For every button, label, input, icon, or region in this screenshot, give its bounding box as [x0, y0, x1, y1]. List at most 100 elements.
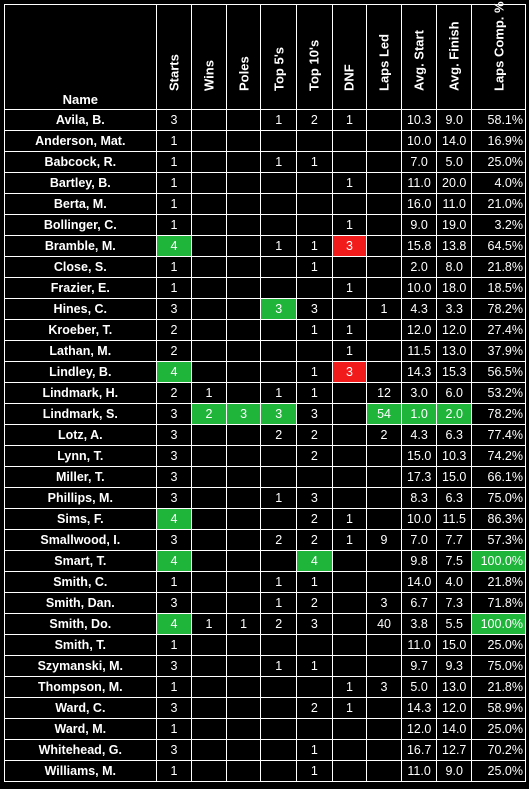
stat-cell	[260, 214, 298, 236]
header-label: Laps Comp. %	[491, 1, 506, 91]
header-top5: Top 5's	[260, 4, 298, 110]
stat-cell: 53.2%	[471, 382, 526, 404]
table-row: Close, S. 1 1 2.0 8.0 21.8%	[4, 256, 526, 278]
stat-cell: 1	[260, 235, 298, 257]
stat-cell: 3	[155, 466, 193, 488]
stat-cell: 1	[155, 193, 193, 215]
stat-cell	[225, 739, 262, 761]
stat-cell: 2	[296, 109, 333, 131]
stat-cell: 1	[296, 382, 333, 404]
stat-cell: 2	[296, 592, 333, 614]
stat-cell	[191, 424, 227, 446]
stat-cell	[260, 130, 298, 152]
stat-cell: 4	[155, 235, 193, 257]
table-row: Berta, M. 1 16.0 11.0 21.0%	[4, 193, 526, 215]
header-label: Top 10's	[306, 39, 322, 91]
stat-cell	[225, 172, 262, 194]
stat-cell	[331, 487, 368, 509]
stat-cell: 2	[260, 613, 298, 635]
stat-cell: 9.8	[400, 550, 438, 572]
header-wins: Wins	[191, 4, 227, 110]
stat-cell: 1	[260, 487, 298, 509]
driver-name: Avila, B.	[4, 109, 157, 131]
table-row: Frazier, E. 1 1 10.0 18.0 18.5%	[4, 277, 526, 299]
stat-cell	[260, 550, 298, 572]
stat-cell	[366, 130, 402, 152]
stat-cell: 7.0	[400, 529, 438, 551]
stat-cell	[331, 613, 368, 635]
stat-cell: 9.3	[436, 655, 473, 677]
stat-cell	[225, 697, 262, 719]
stat-cell: 3	[366, 592, 402, 614]
table-row: Lathan, M. 2 1 11.5 13.0 37.9%	[4, 340, 526, 362]
stat-cell	[191, 676, 227, 698]
stat-cell: 11.0	[400, 634, 438, 656]
stat-cell	[191, 634, 227, 656]
header-name: Name	[4, 4, 157, 110]
stat-cell	[191, 529, 227, 551]
stat-cell	[225, 718, 262, 740]
table-row: Ward, C. 3 2 1 14.3 12.0 58.9%	[4, 697, 526, 719]
stat-cell	[225, 151, 262, 173]
stat-cell	[260, 256, 298, 278]
stat-cell: 6.7	[400, 592, 438, 614]
stat-cell: 1	[331, 676, 368, 698]
stat-cell	[366, 319, 402, 341]
stat-cell	[225, 424, 262, 446]
stat-cell	[366, 214, 402, 236]
stat-cell: 1	[331, 697, 368, 719]
stat-cell: 9.0	[436, 760, 473, 782]
driver-name: Berta, M.	[4, 193, 157, 215]
stat-cell: 2	[191, 403, 227, 425]
stat-cell: 12.0	[436, 319, 473, 341]
header-label: Avg. Start	[411, 30, 427, 91]
stat-cell: 3.3	[436, 298, 473, 320]
stat-cell	[260, 172, 298, 194]
stat-cell	[366, 235, 402, 257]
stat-cell: 77.4%	[471, 424, 526, 446]
table-row: Lindley, B. 4 1 3 14.3 15.3 56.5%	[4, 361, 526, 383]
stat-cell: 78.2%	[471, 403, 526, 425]
stat-cell: 4	[155, 361, 193, 383]
table-row: Bollinger, C. 1 1 9.0 19.0 3.2%	[4, 214, 526, 236]
stat-cell	[366, 487, 402, 509]
stat-cell	[331, 130, 368, 152]
stat-cell	[296, 214, 333, 236]
table-row: Lynn, T. 3 2 15.0 10.3 74.2%	[4, 445, 526, 467]
stat-cell: 8.0	[436, 256, 473, 278]
stat-cell	[225, 529, 262, 551]
header-label: Avg. Finish	[446, 21, 462, 91]
driver-name: Lindmark, H.	[4, 382, 157, 404]
table-row: Babcock, R. 1 1 1 7.0 5.0 25.0%	[4, 151, 526, 173]
stat-cell	[366, 445, 402, 467]
driver-name: Frazier, E.	[4, 277, 157, 299]
stat-cell: 4	[155, 613, 193, 635]
table-row: Smallwood, I. 3 2 2 1 9 7.0 7.7 57.3%	[4, 529, 526, 551]
stat-cell	[366, 172, 402, 194]
driver-name: Bramble, M.	[4, 235, 157, 257]
stat-cell	[331, 655, 368, 677]
stat-cell	[366, 550, 402, 572]
stat-cell: 16.0	[400, 193, 438, 215]
stat-cell	[331, 151, 368, 173]
stat-cell	[191, 214, 227, 236]
driver-name: Williams, M.	[4, 760, 157, 782]
stat-cell: 10.0	[400, 130, 438, 152]
stat-cell: 1	[296, 655, 333, 677]
stat-cell: 2	[155, 319, 193, 341]
driver-stats-table: Name Starts Wins Poles Top 5's Top 10's …	[4, 1, 526, 782]
stat-cell	[366, 739, 402, 761]
stat-cell	[331, 193, 368, 215]
stat-cell	[366, 466, 402, 488]
stat-cell	[296, 676, 333, 698]
stat-cell	[191, 697, 227, 719]
stat-cell	[296, 277, 333, 299]
stat-cell: 6.3	[436, 424, 473, 446]
stat-cell	[191, 340, 227, 362]
stat-cell	[296, 466, 333, 488]
stat-cell: 64.5%	[471, 235, 526, 257]
stat-cell: 9.0	[400, 214, 438, 236]
stat-cell	[331, 760, 368, 782]
stat-cell: 21.0%	[471, 193, 526, 215]
stat-cell: 1	[366, 298, 402, 320]
